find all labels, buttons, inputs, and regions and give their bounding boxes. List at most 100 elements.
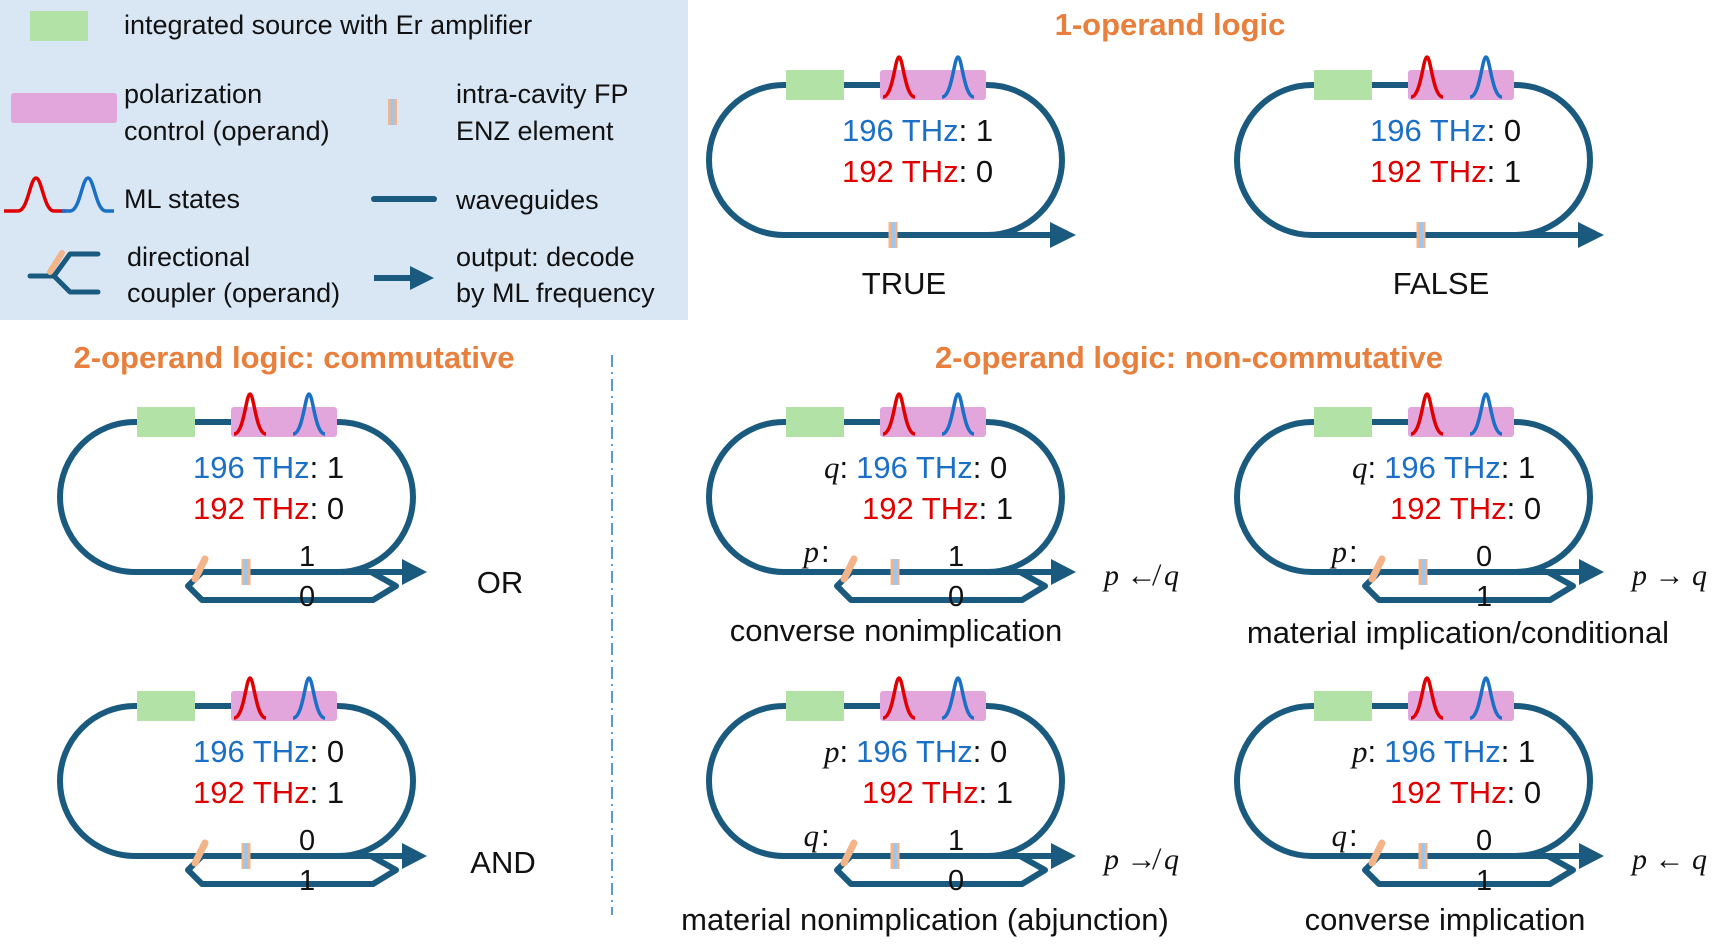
ml-peak-blue xyxy=(292,676,326,720)
freq-196-label: 196 THz xyxy=(842,113,959,148)
enz-element-icon xyxy=(1418,559,1428,585)
heading-two-operand-commutative: 2-operand logic: commutative xyxy=(74,340,515,375)
coupler-operand-tab xyxy=(191,555,209,583)
panel-label-mni: material nonimplication (abjunction) xyxy=(681,902,1169,937)
source-icon xyxy=(786,70,844,100)
freq-196-line: 196 THz: 0 xyxy=(193,734,344,769)
ring-operand-label: q xyxy=(1352,450,1368,485)
source-icon xyxy=(137,407,195,437)
coupler-operand-label: q xyxy=(1332,818,1348,853)
freq-196-label: 196 THz xyxy=(1370,113,1487,148)
coupler-operand-tab xyxy=(1368,839,1386,867)
ring-operand-colon: : xyxy=(840,734,849,769)
freq-192-label: 192 THz xyxy=(862,775,979,810)
ml-peak-red xyxy=(1410,676,1444,720)
freq-196-line: q: 196 THz: 0 xyxy=(824,450,1007,485)
freq-196-value: : 1 xyxy=(1501,450,1535,485)
polarization-control-icon xyxy=(11,93,117,123)
freq-192-value: : 0 xyxy=(1507,775,1541,810)
enz-element-icon xyxy=(888,222,898,248)
logic-formula: p ↚ q xyxy=(1102,559,1179,592)
freq-196-value: : 1 xyxy=(310,450,344,485)
freq-192-value: : 0 xyxy=(310,491,344,526)
freq-192-value: : 0 xyxy=(959,154,993,189)
legend-source-label: integrated source with Er amplifier xyxy=(124,10,532,40)
output-arrow-icon xyxy=(1578,222,1604,248)
ring-operand-colon: : xyxy=(1368,450,1377,485)
enz-element-icon xyxy=(241,559,251,585)
freq-196-label: 196 THz xyxy=(193,450,310,485)
legend-ml-states-label: ML states xyxy=(124,184,240,214)
coupler-operand-label: q xyxy=(804,818,820,853)
panel-label-and: AND xyxy=(470,845,535,880)
coupler-operand-tab xyxy=(840,555,858,583)
ml-peak-blue xyxy=(1469,392,1503,436)
freq-192-value: : 0 xyxy=(1507,491,1541,526)
source-icon xyxy=(137,691,195,721)
legend-polarization-label: control (operand) xyxy=(124,116,330,146)
output-arrow-icon xyxy=(374,266,434,290)
enz-element-icon xyxy=(388,99,397,125)
coupler-port-bottom: 1 xyxy=(299,865,315,897)
freq-192-value: : 1 xyxy=(310,775,344,810)
ring-operand-colon: : xyxy=(840,450,849,485)
directional-coupler xyxy=(1362,569,1576,603)
enz-element-icon xyxy=(1416,222,1426,248)
panel-true: 196 THz: 1 192 THz: 0 xyxy=(706,55,1076,248)
freq-196-line: p: 196 THz: 1 xyxy=(1350,734,1535,769)
ring-operand-label: p xyxy=(1350,734,1368,769)
legend-coupler-label: coupler (operand) xyxy=(127,278,340,308)
logic-formula: p → q xyxy=(1630,559,1707,592)
freq-192-label: 192 THz xyxy=(1370,154,1487,189)
freq-192-value: : 1 xyxy=(979,775,1013,810)
legend-output-label: by ML frequency xyxy=(456,278,655,308)
panel-label-true: TRUE xyxy=(862,266,946,301)
legend-polarization-label: polarization xyxy=(124,79,262,109)
coupler-operand-colon: : xyxy=(1349,818,1358,853)
ml-peak-blue xyxy=(941,676,975,720)
coupler-port-top: 0 xyxy=(1476,825,1492,857)
source-icon xyxy=(1314,407,1372,437)
freq-196-line: 196 THz: 0 xyxy=(1370,113,1521,148)
output-arrow-icon xyxy=(1051,559,1076,585)
freq-196-line: p: 196 THz: 0 xyxy=(822,734,1007,769)
coupler-operand-colon: : xyxy=(821,818,830,853)
ml-peak-red xyxy=(882,55,916,99)
output-arrow-icon xyxy=(402,559,427,585)
freq-196-label: 196 THz xyxy=(1384,734,1501,769)
source-icon xyxy=(1314,70,1372,100)
heading-one-operand: 1-operand logic xyxy=(1055,7,1286,42)
ml-peak-blue xyxy=(941,55,975,99)
output-arrow-icon xyxy=(1579,843,1604,869)
freq-192-line: 192 THz: 0 xyxy=(1390,775,1541,810)
coupler-operand-tab xyxy=(840,839,858,867)
ml-peak-blue xyxy=(1469,676,1503,720)
output-arrow-icon xyxy=(1579,559,1604,585)
legend-waveguides-label: waveguides xyxy=(455,185,599,215)
output-arrow-icon xyxy=(402,843,427,869)
coupler-operand-tab xyxy=(191,839,209,867)
panel-label-or: OR xyxy=(477,565,524,600)
ring-operand-label: q xyxy=(824,450,840,485)
panel-and: 196 THz: 0 192 THz: 1 0 1 xyxy=(57,676,427,897)
ring-waveguide xyxy=(1234,82,1593,238)
ml-peak-blue xyxy=(941,392,975,436)
freq-196-line: 196 THz: 1 xyxy=(842,113,993,148)
coupler-port-bottom: 0 xyxy=(948,581,964,613)
freq-192-label: 192 THz xyxy=(193,775,310,810)
directional-coupler xyxy=(1362,853,1576,887)
coupler-port-top: 0 xyxy=(299,825,315,857)
legend: integrated source with Er amplifier pola… xyxy=(0,0,688,320)
coupler-port-bottom: 1 xyxy=(1476,581,1492,613)
source-icon xyxy=(786,691,844,721)
freq-192-label: 192 THz xyxy=(842,154,959,189)
coupler-operand-colon: : xyxy=(1349,534,1358,569)
freq-192-line: 192 THz: 1 xyxy=(862,775,1013,810)
coupler-port-top: 1 xyxy=(948,541,964,573)
coupler-operand-label: p xyxy=(802,534,820,569)
ml-peak-red xyxy=(882,676,916,720)
source-icon xyxy=(1314,691,1372,721)
